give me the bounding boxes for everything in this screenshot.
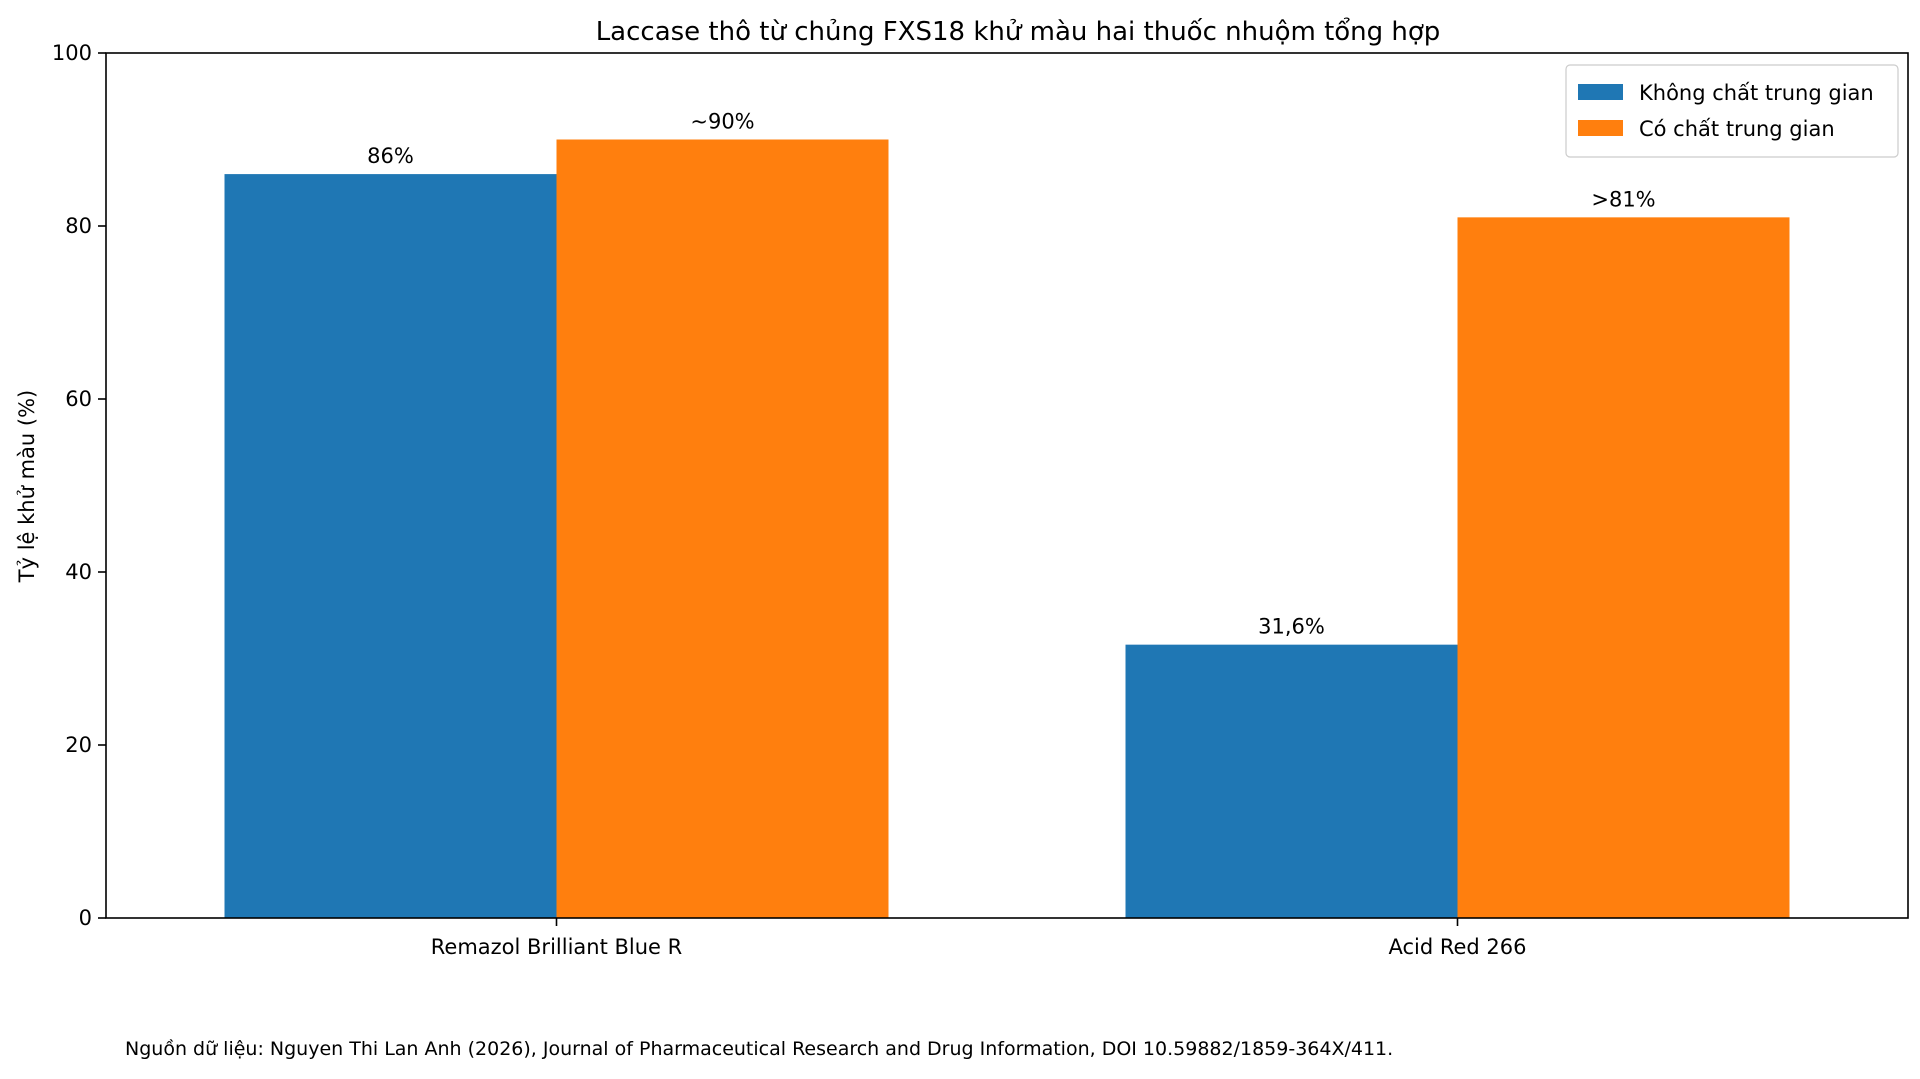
legend-box [1565, 64, 1899, 158]
bar-1-1 [224, 174, 557, 919]
y-tick-label: 80 [65, 214, 92, 238]
y-tick-label: 20 [65, 733, 92, 757]
y-tick-label: 40 [65, 560, 92, 584]
y-axis-label: Tỷ lệ khử màu (%) [15, 390, 39, 583]
legend-swatch [1578, 84, 1623, 100]
bar-value-label: 86% [367, 144, 414, 168]
legend-label: Không chất trung gian [1639, 81, 1874, 105]
legend: Không chất trung gian Có chất trung gian [1565, 64, 1899, 158]
legend-label: Có chất trung gian [1639, 117, 1835, 141]
plot-frame [105, 52, 1909, 919]
bar-value-label: >81% [1591, 187, 1655, 211]
bars-layer [224, 139, 1790, 919]
y-tick-label: 0 [79, 906, 92, 930]
bar-1-2 [1125, 644, 1458, 918]
bar-value-label: ~90% [690, 110, 754, 134]
bar-value-label: 31,6% [1258, 615, 1325, 639]
x-tick-label: Acid Red 266 [1388, 935, 1526, 959]
y-tick-label: 60 [65, 387, 92, 411]
chart-title: Laccase thô từ chủng FXS18 khử màu hai t… [596, 16, 1441, 47]
y-tick-label: 100 [52, 41, 92, 65]
legend-swatch [1578, 120, 1623, 136]
bar-2-2 [1457, 217, 1790, 919]
bar-2-1 [556, 139, 889, 918]
source-note: Nguồn dữ liệu: Nguyen Thi Lan Anh (2026)… [125, 1038, 1394, 1060]
bar-labels-layer: 86% 31,6% ~90% >81% [367, 110, 1655, 639]
axes-layer: 0 20 40 60 80 100 Remazol Brilliant Blue R Acid… [52, 41, 1909, 959]
x-tick-label: Remazol Brilliant Blue R [431, 935, 682, 959]
